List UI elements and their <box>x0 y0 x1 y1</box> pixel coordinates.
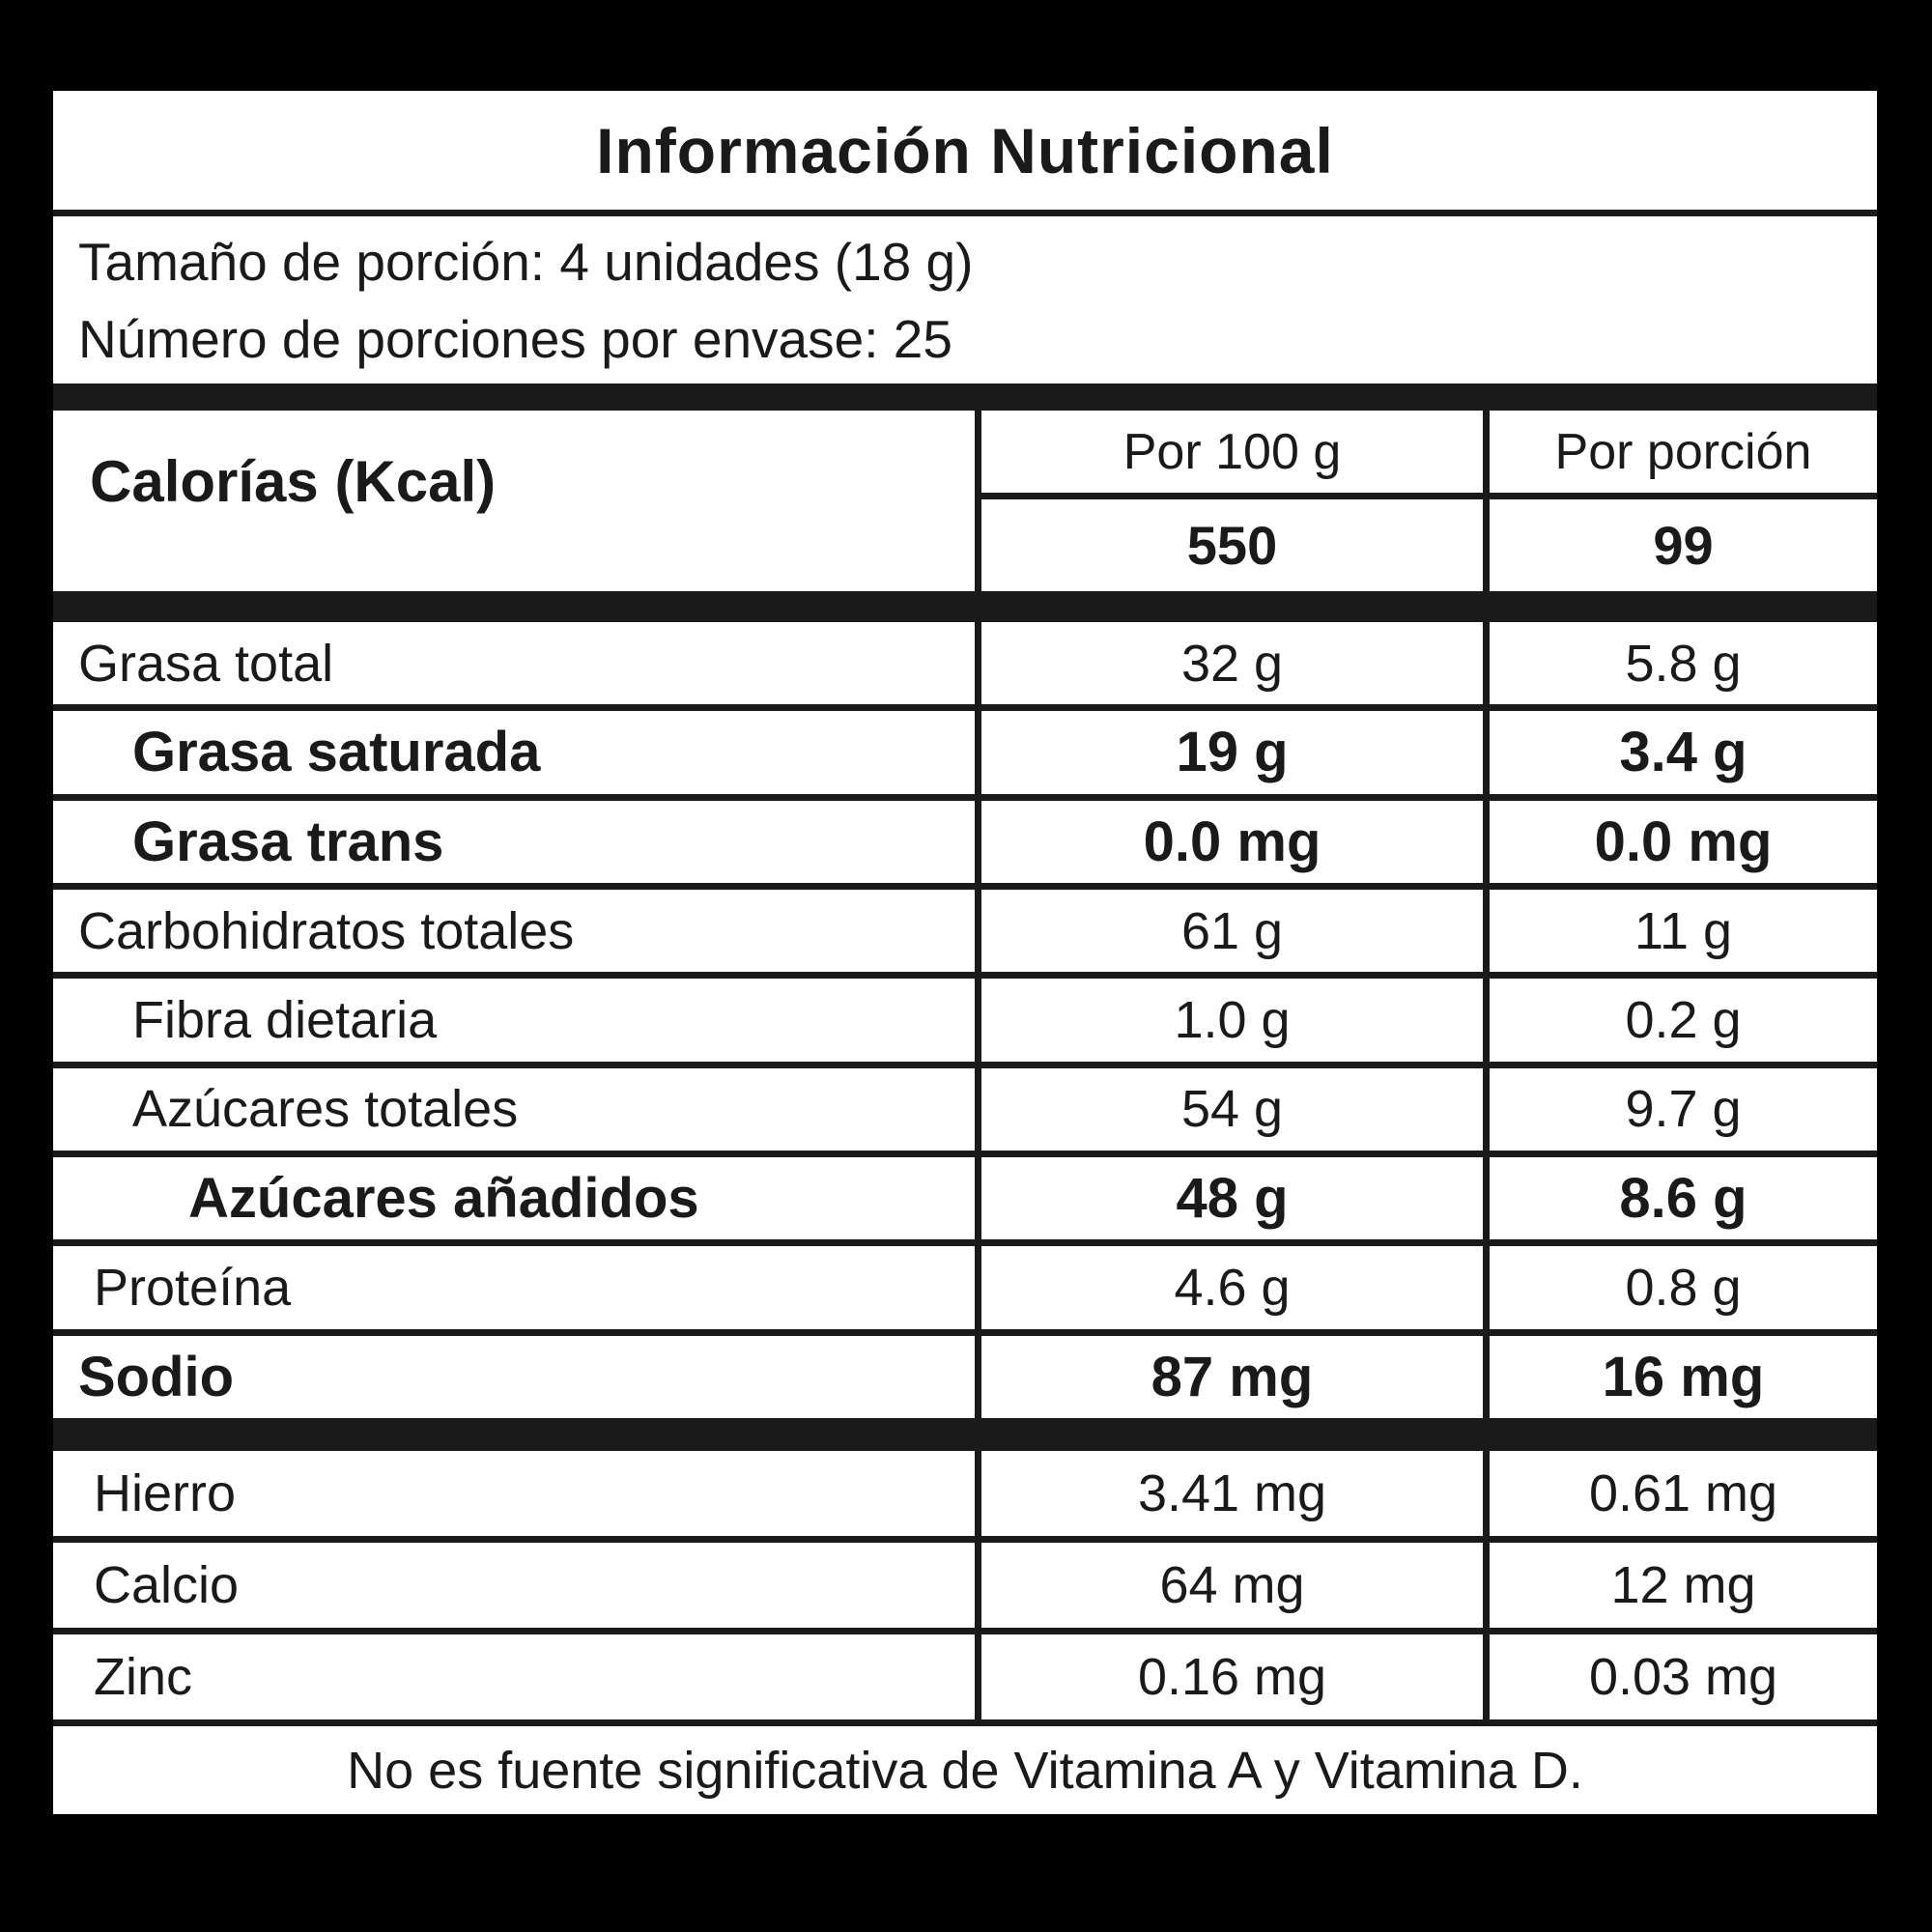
portion-value: 12 mg <box>1483 1543 1877 1628</box>
portion-value: 0.2 g <box>1483 979 1877 1062</box>
nutrient-name: Sodio <box>78 1345 235 1408</box>
nutrient-row: Grasa saturada 19 g 3.4 g <box>53 704 1877 794</box>
nutrient-row: Azúcares añadidos 48 g 8.6 g <box>53 1150 1877 1240</box>
portion-value: 0.03 mg <box>1483 1634 1877 1719</box>
per100-value: 54 g <box>975 1067 1483 1151</box>
footnote: No es fuente significativa de Vitamina A… <box>53 1719 1877 1814</box>
per100-value: 0.0 mg <box>975 800 1483 883</box>
mineral-name: Zinc <box>94 1648 193 1706</box>
nutrient-rows: Grasa total 32 g 5.8 g Grasa saturada 19… <box>53 622 1877 1418</box>
per100-value: 61 g <box>975 889 1483 973</box>
nutrient-row: Carbohidratos totales 61 g 11 g <box>53 882 1877 973</box>
per100-value: 32 g <box>975 622 1483 705</box>
per100-value: 87 mg <box>975 1335 1483 1418</box>
servings-per-container-line: Número de porciones por envase: 25 <box>78 308 952 369</box>
mineral-rows: Hierro 3.41 mg 0.61 mg Calcio 64 mg 12 m… <box>53 1451 1877 1719</box>
portion-header: Por porción <box>1490 411 1877 499</box>
per100-value: 0.16 mg <box>975 1634 1483 1719</box>
portion-value: 3.4 g <box>1483 711 1877 794</box>
nutrient-name: Fibra dietaria <box>132 990 438 1049</box>
nutrient-row: Azúcares totales 54 g 9.7 g <box>53 1061 1877 1151</box>
nutrient-name: Grasa trans <box>132 810 444 873</box>
portion-column: Por porción 99 <box>1483 411 1877 591</box>
calories-per100-value: 550 <box>1186 515 1278 576</box>
calories-section: Calorías (Kcal) Por 100 g 550 Por porció… <box>53 411 1877 591</box>
nutrient-row: Grasa total 32 g 5.8 g <box>53 622 1877 705</box>
nutrient-row: Sodio 87 mg 16 mg <box>53 1328 1877 1418</box>
per100-value: 4.6 g <box>975 1246 1483 1329</box>
mineral-row: Zinc 0.16 mg 0.03 mg <box>53 1628 1877 1719</box>
nutrient-name: Azúcares totales <box>132 1080 519 1139</box>
per100-column: Por 100 g 550 <box>975 411 1483 591</box>
nutrition-label: Información Nutricional Tamaño de porció… <box>53 91 1877 1814</box>
portion-value: 9.7 g <box>1483 1067 1877 1151</box>
nutrient-name: Azúcares añadidos <box>188 1167 699 1231</box>
separator-band <box>53 384 1877 411</box>
mineral-name: Hierro <box>94 1464 237 1522</box>
per100-value: 19 g <box>975 711 1483 794</box>
portion-value: 0.61 mg <box>1483 1451 1877 1536</box>
per100-header: Por 100 g <box>981 411 1483 499</box>
per100-value: 64 mg <box>975 1543 1483 1628</box>
serving-info: Tamaño de porción: 4 unidades (18 g) Núm… <box>53 216 1877 384</box>
portion-value: 0.0 mg <box>1483 800 1877 883</box>
mineral-row: Hierro 3.41 mg 0.61 mg <box>53 1451 1877 1536</box>
nutrient-name: Carbohidratos totales <box>78 901 575 960</box>
portion-value: 16 mg <box>1483 1335 1877 1418</box>
portion-value: 11 g <box>1483 889 1877 973</box>
calories-label: Calorías (Kcal) <box>90 449 497 514</box>
mineral-row: Calcio 64 mg 12 mg <box>53 1536 1877 1628</box>
calories-portion-value: 99 <box>1653 515 1714 576</box>
per100-value: 48 g <box>975 1156 1483 1240</box>
nutrient-name: Grasa total <box>78 634 334 693</box>
separator-band <box>53 1418 1877 1451</box>
nutrient-name: Grasa saturada <box>132 721 541 784</box>
per100-value: 1.0 g <box>975 979 1483 1062</box>
label-title: Información Nutricional <box>53 91 1877 216</box>
per100-value: 3.41 mg <box>975 1451 1483 1536</box>
separator-band <box>53 591 1877 622</box>
nutrient-name: Proteína <box>94 1258 292 1317</box>
serving-size-line: Tamaño de porción: 4 unidades (18 g) <box>78 231 974 292</box>
nutrient-row: Grasa trans 0.0 mg 0.0 mg <box>53 793 1877 883</box>
nutrient-row: Proteína 4.6 g 0.8 g <box>53 1239 1877 1329</box>
portion-value: 0.8 g <box>1483 1246 1877 1329</box>
portion-value: 5.8 g <box>1483 622 1877 705</box>
nutrient-row: Fibra dietaria 1.0 g 0.2 g <box>53 972 1877 1062</box>
mineral-name: Calcio <box>94 1556 240 1614</box>
portion-value: 8.6 g <box>1483 1156 1877 1240</box>
